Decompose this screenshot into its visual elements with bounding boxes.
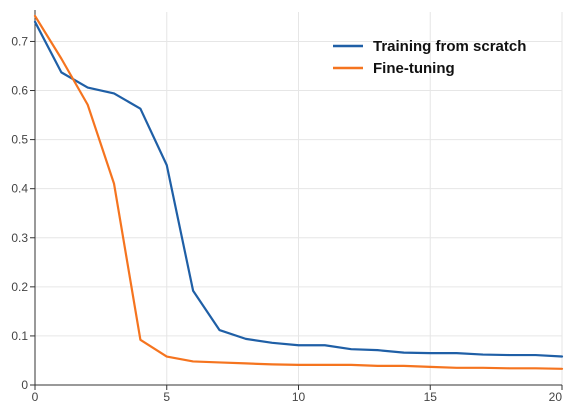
x-tick-label-3: 15: [424, 390, 438, 404]
series-lines: [33, 14, 564, 370]
series-line-1: [33, 14, 564, 370]
tick-labels: 0 5 10 15 20 0 0.1 0.2 0.3 0.4 0.5 0.6 0.7: [11, 34, 562, 404]
legend-label-0: Training from scratch: [373, 38, 526, 55]
grid: [35, 12, 563, 385]
y-tick-label-7: 0.7: [11, 34, 28, 48]
x-tick-label-1: 5: [163, 390, 170, 404]
y-tick-label-1: 0.1: [11, 329, 28, 343]
legend: Training from scratch Fine-tuning: [333, 38, 526, 77]
x-tick-label-2: 10: [292, 390, 306, 404]
axes: [30, 10, 563, 390]
y-tick-label-6: 0.6: [11, 84, 28, 98]
y-tick-label-4: 0.4: [11, 182, 28, 196]
x-tick-label-4: 20: [549, 390, 563, 404]
x-tick-label-0: 0: [32, 390, 39, 404]
y-tick-label-3: 0.3: [11, 231, 28, 245]
y-tick-label-0: 0: [21, 378, 28, 392]
legend-label-1: Fine-tuning: [373, 60, 455, 77]
y-tick-label-2: 0.2: [11, 280, 28, 294]
y-tick-label-5: 0.5: [11, 133, 28, 147]
series-line-0: [33, 20, 564, 358]
